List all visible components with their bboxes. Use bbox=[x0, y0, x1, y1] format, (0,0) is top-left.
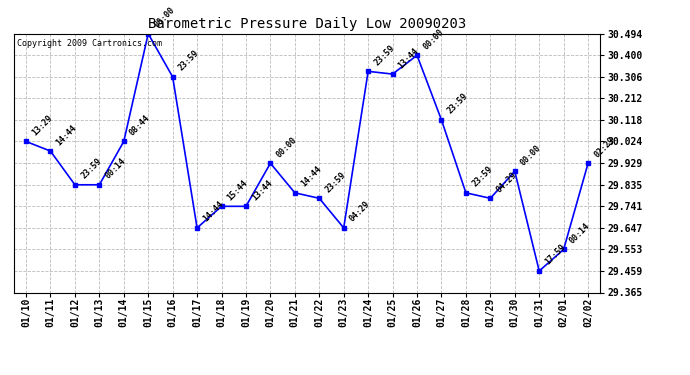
Text: 23:59: 23:59 bbox=[79, 157, 103, 181]
Text: 14:44: 14:44 bbox=[299, 165, 323, 189]
Text: 13:29: 13:29 bbox=[30, 113, 55, 137]
Text: 14:44: 14:44 bbox=[55, 123, 79, 147]
Text: 14:44: 14:44 bbox=[201, 200, 226, 224]
Text: 15:44: 15:44 bbox=[226, 178, 250, 202]
Text: 13:44: 13:44 bbox=[397, 46, 421, 70]
Text: 00:00: 00:00 bbox=[275, 135, 299, 159]
Text: 00:14: 00:14 bbox=[568, 221, 592, 245]
Text: 04:29: 04:29 bbox=[348, 200, 372, 224]
Text: 00:00: 00:00 bbox=[519, 143, 543, 167]
Text: 23:59: 23:59 bbox=[373, 43, 396, 67]
Title: Barometric Pressure Daily Low 20090203: Barometric Pressure Daily Low 20090203 bbox=[148, 17, 466, 31]
Text: 00:00: 00:00 bbox=[152, 6, 177, 30]
Text: 00:00: 00:00 bbox=[421, 27, 445, 51]
Text: 17:59: 17:59 bbox=[543, 243, 567, 267]
Text: 13:44: 13:44 bbox=[250, 178, 274, 202]
Text: 08:44: 08:44 bbox=[128, 113, 152, 137]
Text: 04:29: 04:29 bbox=[495, 170, 519, 194]
Text: Copyright 2009 Cartronics.com: Copyright 2009 Cartronics.com bbox=[17, 39, 161, 48]
Text: 23:59: 23:59 bbox=[324, 170, 348, 194]
Text: 23:59: 23:59 bbox=[446, 92, 470, 116]
Text: 23:59: 23:59 bbox=[470, 165, 494, 189]
Text: 00:14: 00:14 bbox=[104, 157, 128, 181]
Text: 23:59: 23:59 bbox=[177, 49, 201, 73]
Text: 02:29: 02:29 bbox=[592, 135, 616, 159]
